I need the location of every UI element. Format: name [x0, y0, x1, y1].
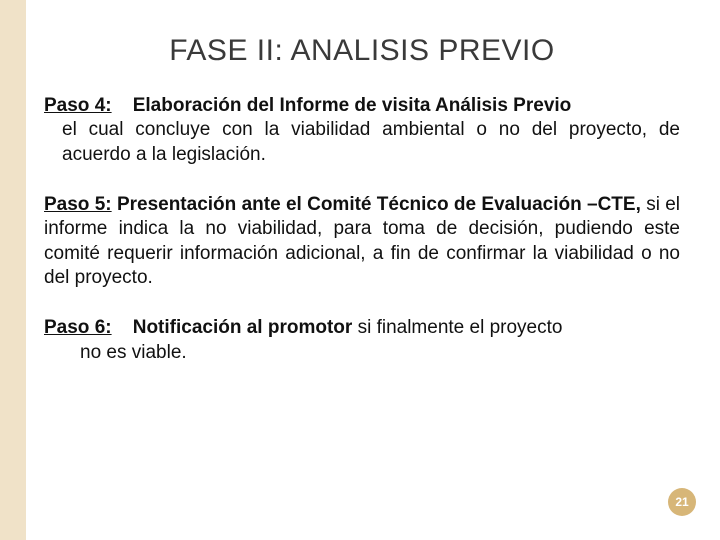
step-6-headline: Notificación al promotor: [133, 317, 353, 338]
step-6-body-line2-wrap: no es viable.: [44, 341, 680, 365]
step-5-label: Paso 5:: [44, 194, 112, 215]
page-number-badge: 21: [668, 488, 696, 516]
sidebar-accent: [0, 0, 26, 540]
step-6-body-inline: si finalmente el proyecto: [358, 317, 563, 338]
slide-title: FASE II: ANALISIS PREVIO: [44, 34, 680, 68]
step-4: Paso 4: Elaboración del Informe de visit…: [44, 94, 680, 167]
step-4-headline: Elaboración del Informe de visita Anális…: [133, 95, 572, 116]
step-6-label: Paso 6:: [44, 317, 112, 338]
step-5-headline: Presentación ante el Comité Técnico de E…: [117, 194, 641, 215]
step-4-label: Paso 4:: [44, 95, 112, 116]
step-5: Paso 5: Presentación ante el Comité Técn…: [44, 193, 680, 290]
slide-content: FASE II: ANALISIS PREVIO Paso 4: Elabora…: [44, 34, 680, 391]
step-4-body: el cual concluye con la viabilidad ambie…: [44, 118, 680, 167]
body-text: Paso 4: Elaboración del Informe de visit…: [44, 94, 680, 365]
page-number: 21: [675, 495, 688, 509]
step-6-body-line2: no es viable.: [62, 341, 680, 365]
step-6: Paso 6: Notificación al promotor si fina…: [44, 316, 680, 365]
